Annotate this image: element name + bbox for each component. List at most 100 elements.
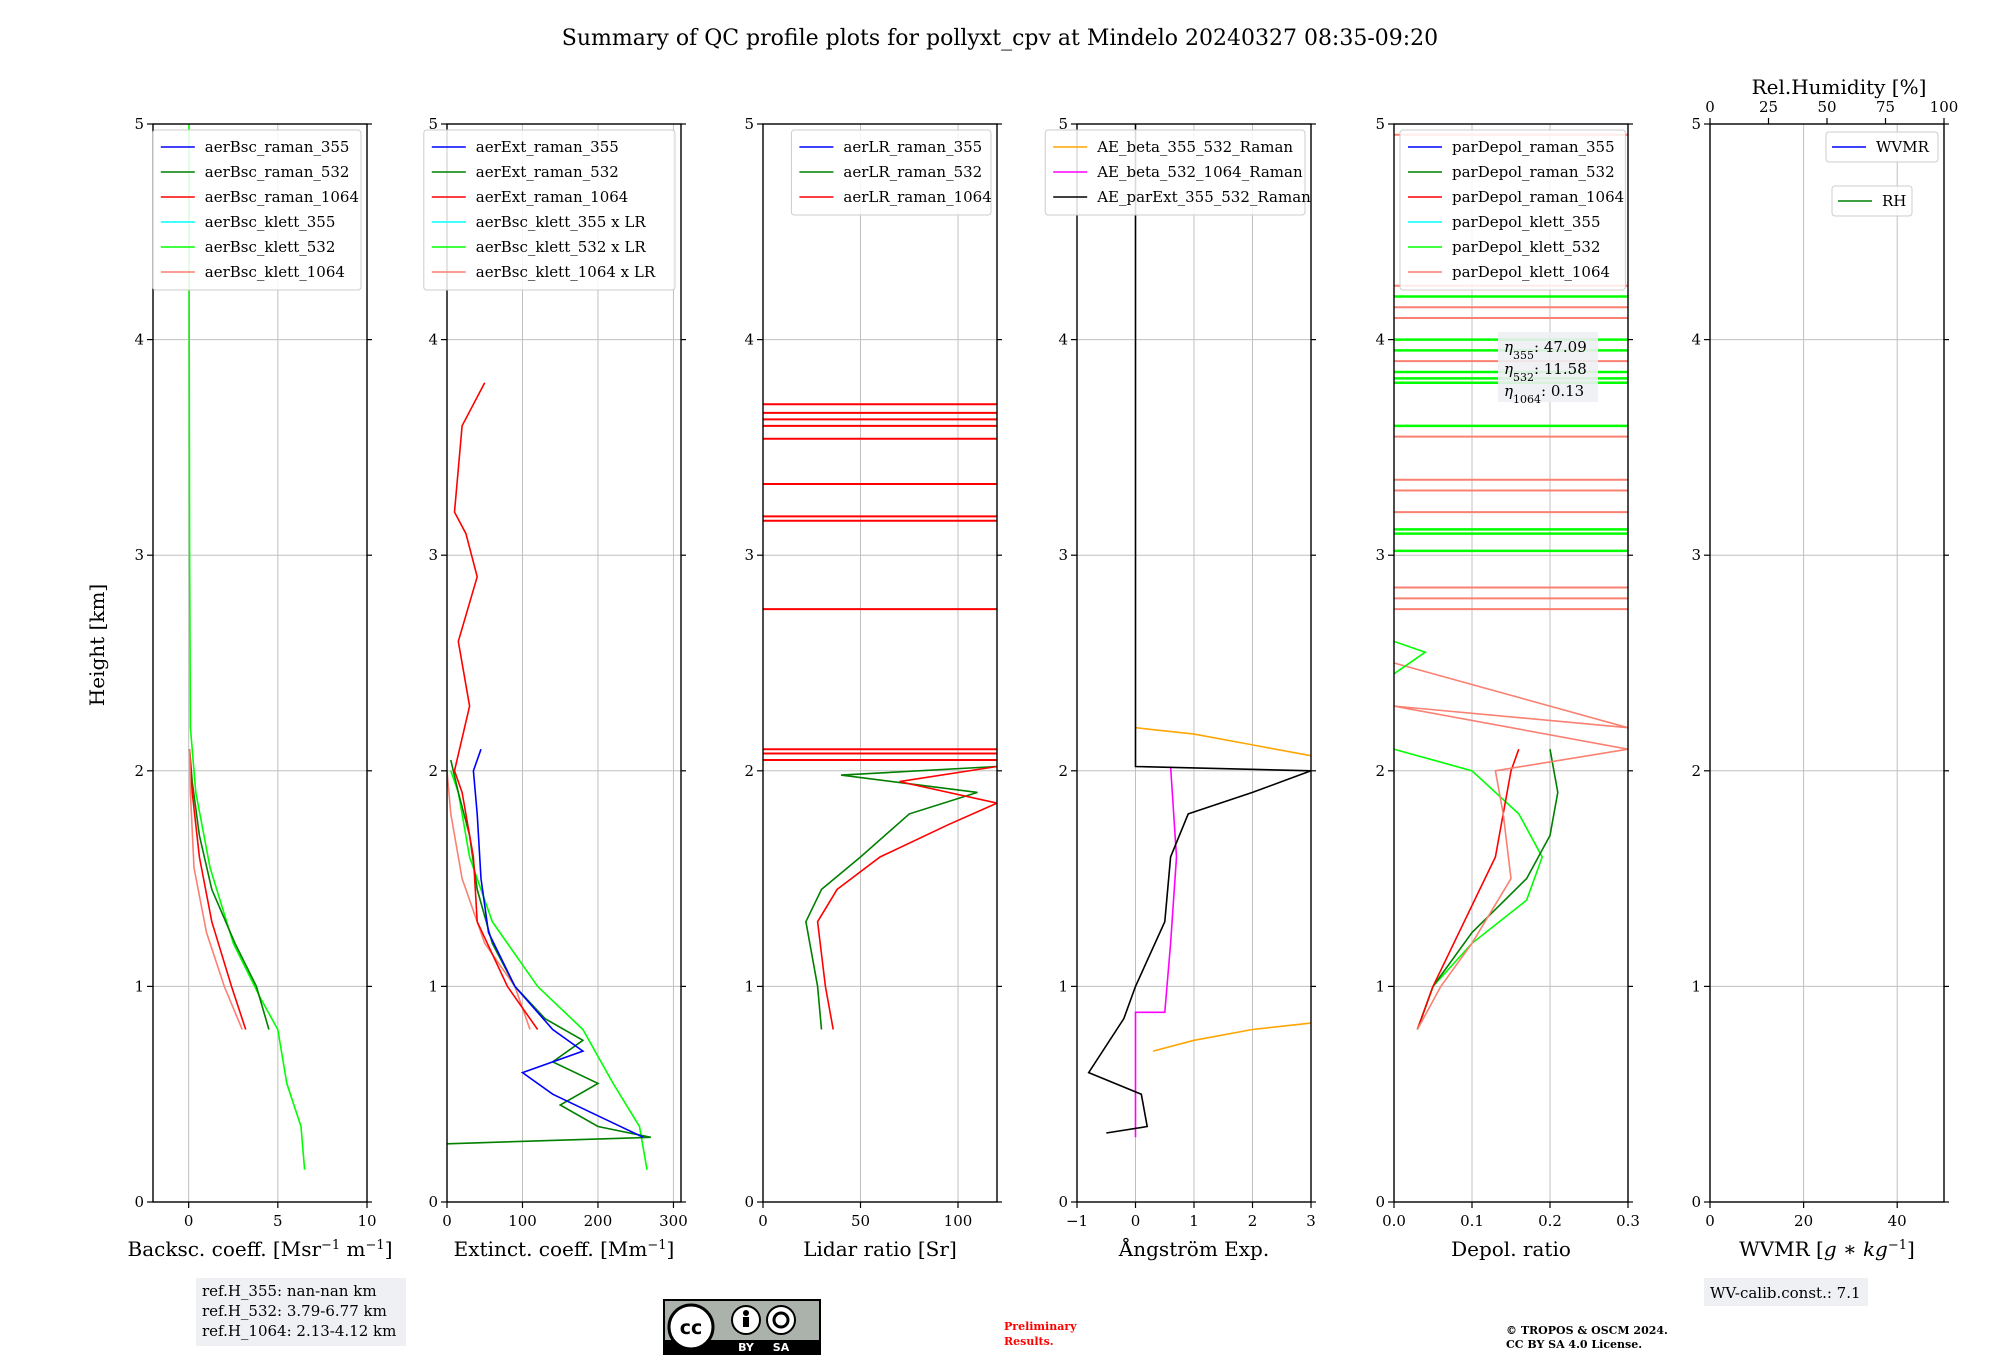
- legend-entry: aerBsc_klett_532: [205, 238, 336, 256]
- legend-box: [1399, 129, 1626, 291]
- y-tick-label: 5: [428, 115, 438, 133]
- series-line: [1152, 1022, 1311, 1052]
- panel-1: 0 5 10 0 1 2 3 4 5 Backsc. coeff. [Msr−1 m−1] aerB…: [128, 115, 393, 1261]
- axes-frame: [1393, 123, 1629, 1203]
- eta-entry: η355: 47.09: [1504, 338, 1587, 362]
- y-tick-label: 2: [744, 762, 754, 780]
- legend-entry: aerBsc_raman_355: [205, 138, 350, 156]
- y-tick-label: 2: [1375, 762, 1385, 780]
- figure-title: Summary of QC profile plots for pollyxt_…: [562, 26, 1438, 51]
- preliminary-line2: Results.: [1004, 1335, 1054, 1348]
- legend-box: [790, 129, 992, 216]
- y-axis-label: Height [km]: [85, 584, 109, 706]
- axes-frame: [152, 123, 368, 1203]
- top-x-tick-label: 75: [1876, 98, 1895, 116]
- axes-frame: [446, 123, 682, 1203]
- x-tick-label: 0.3: [1616, 1212, 1640, 1230]
- x-axis-label: WVMR [g ∗ kg−1]: [1739, 1237, 1915, 1261]
- series-line: [447, 770, 531, 1030]
- refh-box: [196, 1278, 406, 1346]
- series-line: [816, 765, 997, 1030]
- legend-entry: parDepol_klett_355: [1452, 213, 1601, 231]
- series-line: [1394, 640, 1427, 675]
- cc-text: cc: [680, 1317, 703, 1339]
- y-tick-label: 5: [1058, 115, 1068, 133]
- legend-entry: aerExt_raman_355: [476, 138, 619, 156]
- series-line: [188, 124, 306, 1170]
- y-tick-label: 0: [1691, 1193, 1701, 1211]
- y-tick-label: 4: [134, 331, 144, 349]
- sa-icon: [766, 1305, 796, 1335]
- cc-icon: [667, 1303, 715, 1351]
- series-line: [1135, 726, 1311, 757]
- legend-entry: aerBsc_raman_532: [205, 163, 350, 181]
- x-tick-label: 0: [1705, 1212, 1715, 1230]
- x-tick-label: 0: [442, 1212, 452, 1230]
- y-tick-label: 1: [1058, 977, 1068, 995]
- x-tick-label: 5: [273, 1212, 283, 1230]
- y-tick-label: 2: [134, 762, 144, 780]
- refh-1064: ref.H_1064: 2.13-4.12 km: [202, 1322, 396, 1340]
- panel-6: 0 20 40 0 1 2 3 4 5 WVMR [g ∗ kg−1] 0 25 50 75 100Rel.…: [1691, 75, 1958, 1261]
- legend-entry: parDepol_klett_1064: [1452, 263, 1610, 281]
- y-tick-label: 3: [744, 546, 754, 564]
- x-tick-label: 200: [584, 1212, 613, 1230]
- legend-entry: aerLR_raman_1064: [843, 188, 991, 206]
- series-line: [1416, 748, 1520, 1030]
- legend-box: [152, 129, 362, 291]
- y-tick-label: 4: [1691, 331, 1701, 349]
- x-tick-label: 20: [1794, 1212, 1813, 1230]
- x-tick-label: 0: [184, 1212, 194, 1230]
- y-tick-label: 3: [1691, 546, 1701, 564]
- y-tick-label: 3: [1375, 546, 1385, 564]
- legend-entry: aerBsc_klett_1064 x LR: [476, 263, 656, 281]
- y-tick-label: 2: [1691, 762, 1701, 780]
- x-tick-label: 1: [1189, 1212, 1199, 1230]
- wv-calib-box: [1704, 1278, 1868, 1306]
- copyright-line2: CC BY SA 4.0 License.: [1506, 1338, 1642, 1351]
- legend-entry: aerBsc_klett_1064: [205, 263, 345, 281]
- y-tick-label: 3: [1058, 546, 1068, 564]
- legend-entry: parDepol_raman_1064: [1452, 188, 1624, 206]
- y-tick-label: 0: [1375, 1193, 1385, 1211]
- legend-entry: aerExt_raman_1064: [476, 188, 629, 206]
- legend-entry: aerBsc_klett_355: [205, 213, 336, 231]
- y-tick-label: 4: [1058, 331, 1068, 349]
- x-tick-label: −1: [1066, 1212, 1088, 1230]
- y-tick-label: 1: [1691, 977, 1701, 995]
- x-tick-label: 100: [944, 1212, 973, 1230]
- x-axis-label: Extinct. coeff. [Mm−1]: [454, 1237, 675, 1261]
- top-x-axis-label: Rel.Humidity [%]: [1752, 75, 1927, 99]
- panel-5: 0.0 0.1 0.2 0.3 0 1 2 3 4 5 Depol. ratio parDepol_r…: [1375, 115, 1639, 1261]
- x-tick-label: 0: [1131, 1212, 1141, 1230]
- series-line: [188, 749, 243, 1030]
- x-axis-label: Depol. ratio: [1451, 1237, 1571, 1261]
- legend-entry: AE_beta_532_1064_Raman: [1096, 163, 1303, 181]
- y-tick-label: 2: [1058, 762, 1068, 780]
- x-tick-label: 3: [1306, 1212, 1316, 1230]
- axes-frame: [1076, 123, 1312, 1203]
- top-x-tick-label: 100: [1930, 98, 1959, 116]
- y-tick-label: 5: [1375, 115, 1385, 133]
- wv-calib: WV-calib.const.: 7.1: [1710, 1284, 1861, 1302]
- x-tick-label: 0.1: [1460, 1212, 1484, 1230]
- preliminary-line1: Preliminary: [1004, 1320, 1077, 1333]
- y-tick-label: 0: [1058, 1193, 1068, 1211]
- y-tick-label: 5: [1691, 115, 1701, 133]
- legend-box: [1825, 131, 1939, 163]
- series-line: [188, 749, 270, 1030]
- y-tick-label: 5: [744, 115, 754, 133]
- eta-entry: η532: 11.58: [1504, 360, 1587, 384]
- series-line: [1394, 662, 1628, 1030]
- top-x-tick-label: 25: [1759, 98, 1778, 116]
- series-line: [1416, 749, 1559, 1030]
- x-axis-label: Ångström Exp.: [1118, 1236, 1269, 1261]
- panel-2: 0 100 200 300 0 1 2 3 4 5 Extinct. coeff. [Mm−1] ae…: [423, 115, 688, 1261]
- y-tick-label: 5: [134, 115, 144, 133]
- series-line: [188, 749, 247, 1030]
- x-tick-label: 300: [659, 1212, 688, 1230]
- legend-entry: parDepol_klett_532: [1452, 238, 1601, 256]
- y-tick-label: 1: [744, 977, 754, 995]
